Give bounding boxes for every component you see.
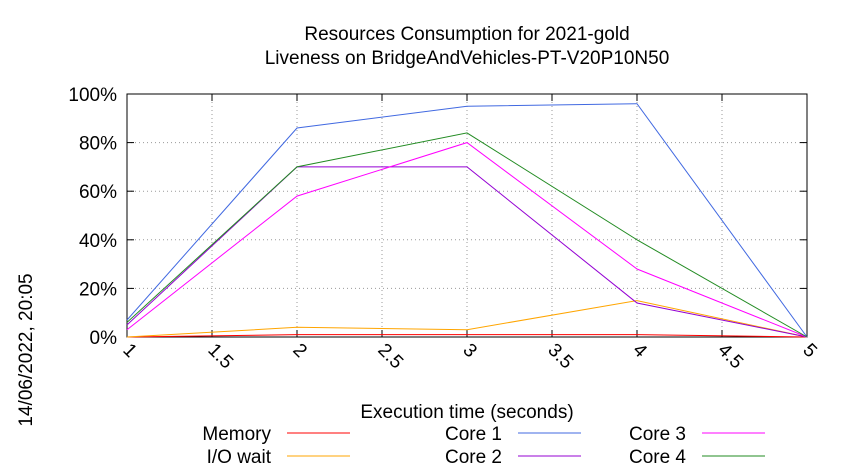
series-lines xyxy=(126,103,808,338)
x-tick-label: 1 xyxy=(118,340,140,362)
series-line-i-o-wait xyxy=(126,300,808,338)
x-tick-label: 4 xyxy=(628,340,651,363)
legend-label: Core 1 xyxy=(445,424,502,445)
y-tick-label: 100% xyxy=(68,85,117,106)
y-tick-label: 60% xyxy=(79,182,117,203)
series-line-memory xyxy=(126,334,808,338)
x-tick-label: 2 xyxy=(288,340,310,362)
x-tick-label: 4.5 xyxy=(713,340,747,374)
x-tick-label: 2.5 xyxy=(373,340,407,374)
plot-area-border xyxy=(126,93,808,338)
legend-label: Memory xyxy=(202,424,271,445)
x-tick-label: 5 xyxy=(798,340,820,362)
legend-label: Core 3 xyxy=(629,424,686,445)
legend-label: Core 2 xyxy=(445,447,502,468)
y-tick-label: 0% xyxy=(90,328,118,349)
series-line-core-4 xyxy=(126,132,808,338)
y-tick-label: 80% xyxy=(79,134,117,155)
grid-lines xyxy=(126,93,808,338)
legend-label: Core 4 xyxy=(629,447,686,468)
legend-label: I/O wait xyxy=(207,447,272,468)
x-tick-label: 1.5 xyxy=(203,340,237,374)
series-line-core-3 xyxy=(126,142,808,338)
x-tick-label: 3 xyxy=(458,340,480,362)
x-axis-label: Execution time (seconds) xyxy=(360,402,573,423)
x-tick-label: 3.5 xyxy=(543,340,577,374)
series-line-core-2 xyxy=(126,166,808,338)
chart-title-line1: Resources Consumption for 2021-gold xyxy=(304,24,629,45)
y-tick-label: 40% xyxy=(79,231,117,252)
chart-title-line2: Liveness on BridgeAndVehicles-PT-V20P10N… xyxy=(265,48,670,69)
side-timestamp: 14/06/2022, 20:05 xyxy=(16,273,37,426)
y-axis-ticks: 0% 20% 40% 60% 80% 100% xyxy=(68,85,807,349)
series-line-core-1 xyxy=(126,103,808,338)
y-tick-label: 20% xyxy=(79,279,117,300)
